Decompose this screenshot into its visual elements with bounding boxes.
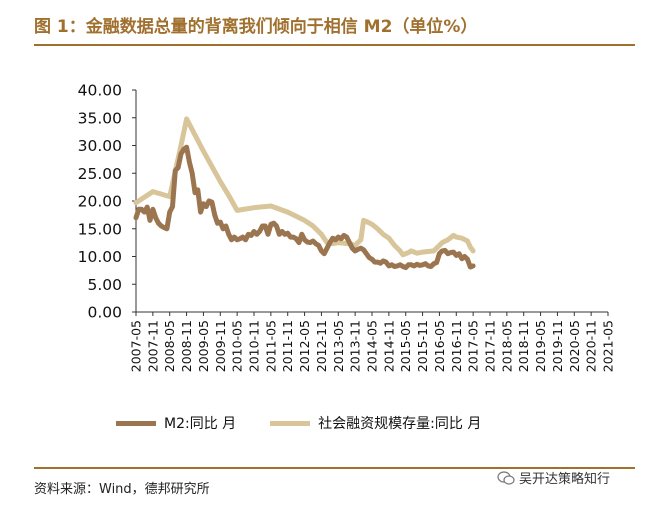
page-title: 图 1：金融数据总量的背离我们倾向于相信 M2（单位%） [34,17,478,37]
x-tick-label: 2016-11 [449,320,464,372]
legend-item-m2: M2:同比 月 [116,413,236,433]
x-tick-label: 2013-05 [331,320,346,372]
y-tick-label: 25.00 [78,165,122,183]
x-tick-label: 2010-05 [230,320,245,372]
x-tick-label: 2011-11 [280,320,295,372]
x-tick-label: 2011-05 [263,320,278,372]
watermark-text: 吴开达策略知行 [519,472,611,487]
x-tick-label: 2018-11 [516,320,531,372]
x-tick-label: 2015-11 [415,320,430,372]
y-tick-label: 0.00 [87,304,122,322]
line-chart: 0.00 5.00 10.00 15.00 20.00 25.00 30.00 35.00 40… [78,82,616,373]
y-tick-label: 35.00 [78,109,122,127]
x-tick-label: 2012-05 [297,320,312,372]
x-tick-label: 2007-05 [129,320,144,372]
legend-label-m2: M2:同比 月 [164,416,237,432]
x-tick-label: 2019-05 [533,320,548,372]
y-tick-label: 20.00 [78,193,122,211]
x-tick-label: 2014-05 [365,320,380,372]
title-divider [34,44,635,46]
y-axis-ticks: 0.00 5.00 10.00 15.00 20.00 25.00 30.00 35.00 40… [78,82,122,322]
x-tick-label: 2017-11 [483,320,498,372]
y-tick-label: 40.00 [78,82,122,100]
x-tick-label: 2020-11 [584,320,599,372]
source-note: 资料来源：Wind，德邦研究所 [34,482,210,497]
x-axis-tick-marks [135,312,609,316]
legend-label-tsf: 社会融资规模存量:同比 月 [318,416,482,432]
legend-item-tsf: 社会融资规模存量:同比 月 [270,413,481,433]
legend-swatch-m2 [116,420,156,426]
x-tick-label: 2015-05 [398,320,413,372]
x-tick-label: 2012-11 [314,320,329,372]
x-tick-label: 2019-11 [550,320,565,372]
footer-divider [34,467,635,469]
x-tick-label: 2018-05 [499,320,514,372]
x-tick-label: 2016-05 [432,320,447,372]
x-tick-label: 2007-11 [145,320,160,372]
x-tick-label: 2009-11 [213,320,228,372]
series-tsf-line [133,116,476,258]
x-tick-label: 2020-05 [567,320,582,372]
x-tick-label: 2008-11 [179,320,194,372]
x-tick-label: 2008-05 [162,320,177,372]
x-tick-label: 2010-11 [247,320,262,372]
x-tick-label: 2014-11 [381,320,396,372]
x-tick-label: 2017-05 [466,320,481,372]
x-tick-label: 2021-05 [601,320,616,372]
chart-legend: M2:同比 月 社会融资规模存量:同比 月 [116,413,515,433]
y-tick-label: 5.00 [87,276,122,294]
x-tick-label: 2013-11 [348,320,363,372]
wechat-icon [497,470,515,485]
y-tick-label: 30.00 [78,137,122,155]
watermark: 吴开达策略知行 [497,468,610,487]
x-tick-label: 2009-05 [196,320,211,372]
series-m2-line [133,144,476,271]
x-axis-ticks: 2007-05 2007-11 2008-05 2008-11 2009-05 2009-… [129,320,616,372]
legend-swatch-tsf [270,420,311,426]
y-tick-label: 15.00 [78,220,122,238]
y-tick-label: 10.00 [78,248,122,266]
